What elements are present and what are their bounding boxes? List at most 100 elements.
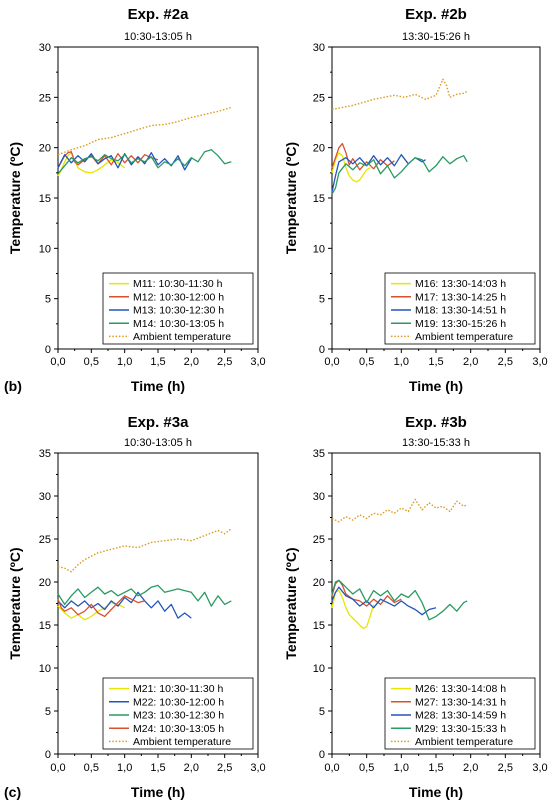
x-tick-label: 0,5 (359, 356, 374, 368)
legend-label: M24: 10:30-13:05 h (133, 723, 224, 735)
legend-label: M19: 13:30-15:26 h (415, 318, 506, 330)
y-axis-label: Temperature (ºC) (7, 547, 23, 659)
y-tick-label: 20 (313, 143, 325, 155)
legend-label: M23: 10:30-12:30 h (133, 710, 224, 722)
legend-label: M12: 10:30-12:00 h (133, 291, 224, 303)
legend-box (102, 677, 254, 750)
chart-subtitle: 10:30-13:05 h (124, 437, 192, 449)
series-line (57, 149, 232, 175)
x-tick-label: 2,0 (463, 762, 478, 774)
y-axis-label: Temperature (ºC) (283, 547, 299, 659)
y-tick-label: 20 (313, 577, 325, 589)
y-tick-label: 30 (39, 42, 51, 54)
y-tick-label: 15 (313, 193, 325, 205)
y-tick-label: 15 (39, 620, 51, 632)
x-tick-label: 1,0 (394, 762, 409, 774)
x-tick-label: 2,0 (463, 356, 478, 368)
series-line (331, 589, 375, 630)
y-tick-label: 5 (319, 294, 325, 306)
x-tick-label: 2,0 (184, 356, 199, 368)
series-line (331, 155, 468, 195)
x-tick-label: 1,5 (150, 762, 165, 774)
y-tick-label: 0 (45, 749, 51, 761)
chart-panel: Exp. #2b 13:30-15:26 h 0,0 0,5 1,0 1,5 2,0 2,5 3… (283, 6, 548, 394)
x-tick-label: 0,0 (50, 762, 65, 774)
legend-label: M27: 13:30-14:31 h (415, 696, 506, 708)
series-line-ambient (57, 106, 232, 156)
series-line (57, 595, 145, 618)
series-line-ambient (331, 498, 468, 523)
x-tick-label: 3,0 (250, 762, 265, 774)
chart-panel: Exp. #3a 10:30-13:05 h 0,0 0,5 1,0 1,5 2,0 2,5 3… (7, 414, 266, 800)
series-line (57, 584, 232, 607)
legend-label: M28: 13:30-14:59 h (415, 710, 506, 722)
y-axis-label: Temperature (ºC) (7, 142, 23, 254)
x-tick-label: 1,0 (394, 356, 409, 368)
x-tick-label: 0,5 (84, 762, 99, 774)
legend-label: M18: 13:30-14:51 h (415, 305, 506, 317)
x-tick-label: 0,5 (84, 356, 99, 368)
x-tick-label: 0,0 (324, 762, 339, 774)
series-line (331, 142, 395, 171)
x-tick-label: 1,5 (428, 762, 443, 774)
legend-box (384, 677, 536, 750)
legend-label: M22: 10:30-12:00 h (133, 696, 224, 708)
chart-panel: Exp. #2a 10:30-13:05 h 0,0 0,5 1,0 1,5 2,0 2,5 3… (7, 6, 266, 394)
series-line (331, 586, 437, 616)
x-tick-label: 0,5 (359, 762, 374, 774)
y-tick-label: 0 (45, 344, 51, 356)
y-tick-label: 20 (39, 143, 51, 155)
y-tick-label: 15 (313, 620, 325, 632)
x-tick-label: 2,0 (184, 762, 199, 774)
y-tick-label: 35 (39, 448, 51, 460)
y-tick-label: 5 (45, 294, 51, 306)
y-tick-label: 25 (39, 534, 51, 546)
legend-label: M29: 13:30-15:33 h (415, 723, 506, 735)
legend-box (102, 272, 254, 345)
x-axis-label: Time (h) (131, 378, 185, 394)
legend-label: M17: 13:30-14:25 h (415, 291, 506, 303)
y-tick-label: 5 (45, 706, 51, 718)
legend-label: M26: 13:30-14:08 h (415, 683, 506, 695)
y-tick-label: 30 (313, 42, 325, 54)
legend-label: M21: 10:30-11:30 h (133, 683, 223, 695)
x-tick-label: 2,5 (498, 356, 513, 368)
panel-letter: (b) (4, 378, 22, 394)
x-tick-label: 2,5 (217, 762, 232, 774)
y-axis-label: Temperature (ºC) (283, 142, 299, 254)
x-tick-label: 0,0 (50, 356, 65, 368)
x-axis-label: Time (h) (409, 784, 463, 800)
chart-panel: Exp. #3b 13:30-15:33 h 0,0 0,5 1,0 1,5 2,0 2,5 3… (283, 414, 548, 800)
legend-label: Ambient temperature (415, 736, 513, 748)
legend-label: M11: 10:30-11:30 h (133, 278, 223, 290)
x-axis-label: Time (h) (131, 784, 185, 800)
y-tick-label: 30 (313, 491, 325, 503)
x-tick-label: 0,0 (324, 356, 339, 368)
y-tick-label: 25 (313, 92, 325, 104)
legend-label: M14: 10:30-13:05 h (133, 318, 224, 330)
series-line (57, 591, 192, 619)
y-tick-label: 0 (319, 344, 325, 356)
x-tick-label: 1,5 (150, 356, 165, 368)
y-tick-label: 15 (39, 193, 51, 205)
chart-subtitle: 13:30-15:26 h (402, 31, 470, 43)
legend-label: M16: 13:30-14:03 h (415, 278, 506, 290)
chart-title: Exp. #3b (405, 414, 467, 431)
series-line-ambient (57, 528, 232, 573)
chart-title: Exp. #2a (128, 6, 190, 23)
legend-label: Ambient temperature (415, 331, 513, 343)
legend-label: Ambient temperature (133, 736, 231, 748)
legend-box (384, 272, 536, 345)
series-line (331, 579, 468, 621)
y-tick-label: 10 (39, 243, 51, 255)
y-tick-label: 10 (313, 243, 325, 255)
panel-letter: (c) (4, 784, 21, 800)
chart-subtitle: 10:30-13:05 h (124, 31, 192, 43)
y-tick-label: 5 (319, 706, 325, 718)
x-tick-label: 1,5 (428, 356, 443, 368)
x-tick-label: 3,0 (250, 356, 265, 368)
y-tick-label: 30 (39, 491, 51, 503)
y-tick-label: 10 (39, 663, 51, 675)
chart-title: Exp. #3a (128, 414, 190, 431)
x-tick-label: 2,5 (217, 356, 232, 368)
